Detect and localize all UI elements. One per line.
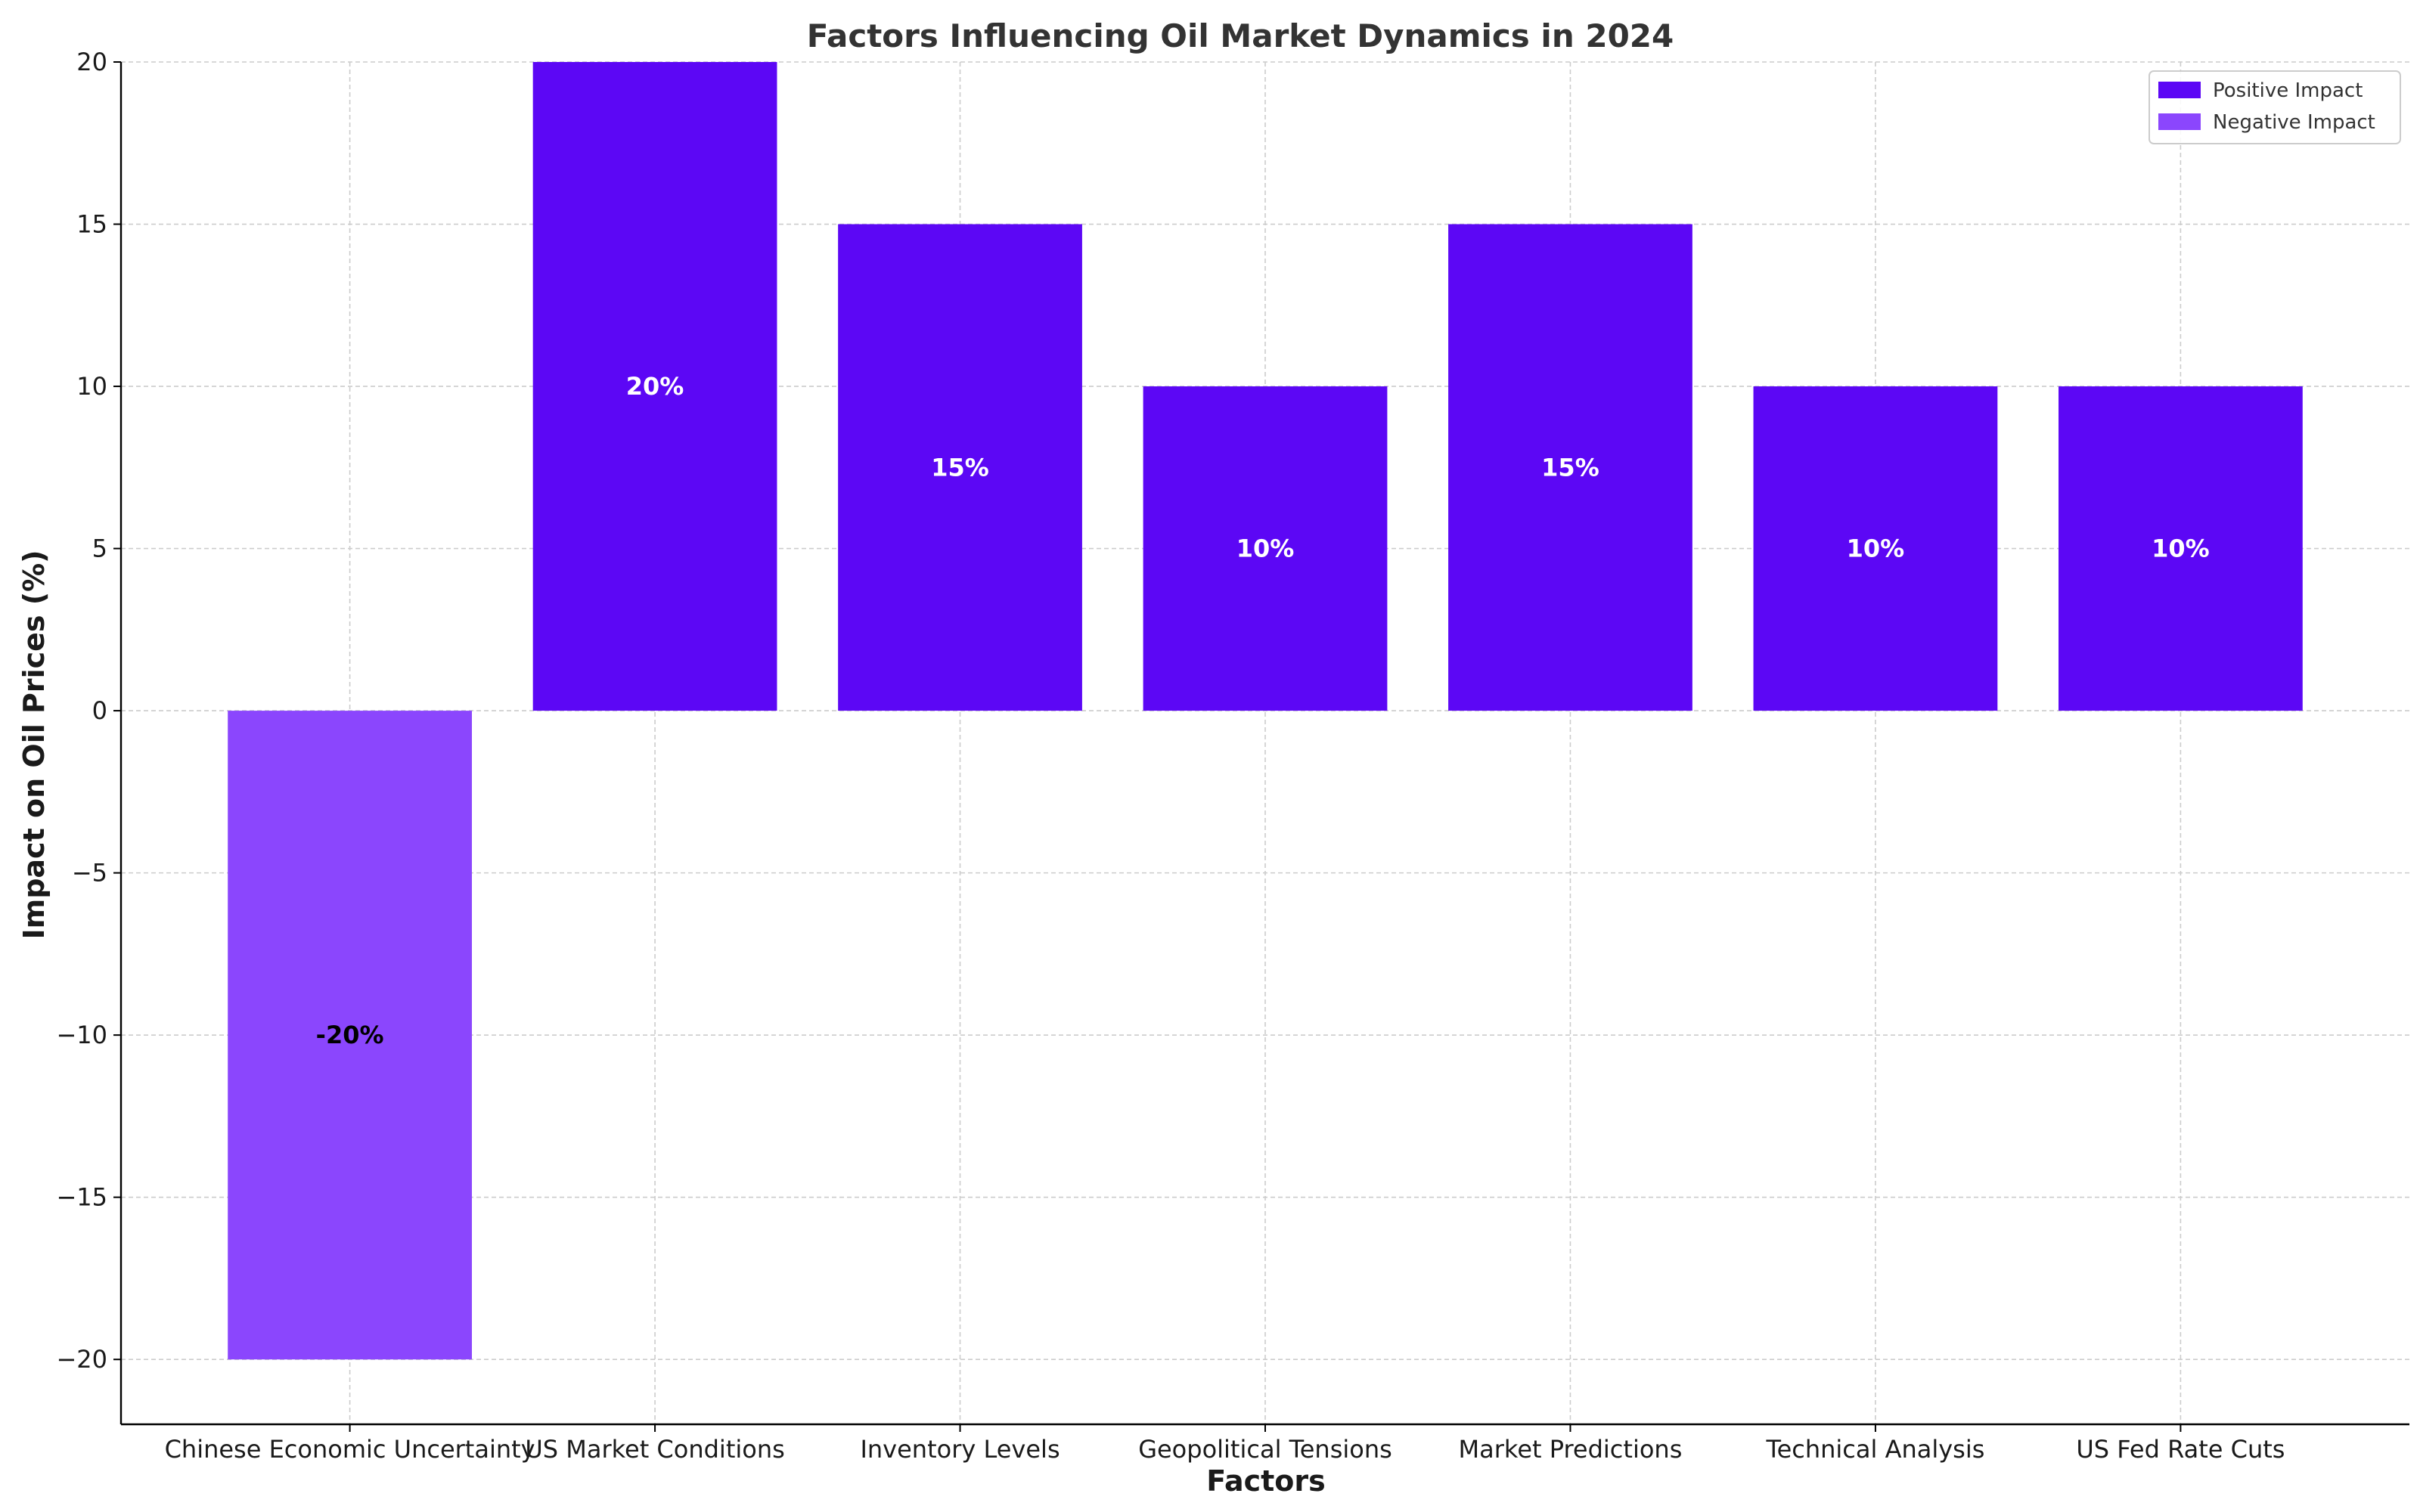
y-tick-label: 0 <box>92 696 107 725</box>
y-tick-label: 20 <box>76 48 107 76</box>
x-tick-label: Market Predictions <box>1459 1435 1683 1464</box>
bar-positive-impact <box>1448 224 1692 711</box>
y-tick-label: 15 <box>76 210 107 239</box>
legend: Positive Impact Negative Impact <box>2149 70 2401 144</box>
bar-value-label: -20% <box>316 1021 384 1049</box>
x-tick-label: Geopolitical Tensions <box>1138 1435 1392 1464</box>
legend-swatch <box>2158 82 2201 98</box>
x-tick-label: Inventory Levels <box>860 1435 1060 1464</box>
x-axis-label: Factors <box>1206 1464 1326 1498</box>
legend-entry-label: Positive Impact <box>2213 79 2363 102</box>
x-tick-label: Chinese Economic Uncertainty <box>165 1435 535 1464</box>
x-tick-label: US Fed Rate Cuts <box>2076 1435 2285 1464</box>
y-tick-label: −10 <box>56 1021 107 1049</box>
bar-value-label: 10% <box>2152 534 2210 563</box>
bar-value-label: 15% <box>1541 453 1599 482</box>
legend-entry-label: Negative Impact <box>2213 111 2375 134</box>
bar-value-label: 15% <box>931 453 989 482</box>
bar-positive-impact <box>1143 386 1388 711</box>
legend-box <box>2149 70 2401 144</box>
bar-negative-impact <box>228 711 472 1360</box>
x-tick-label: US Market Conditions <box>525 1435 784 1464</box>
y-axis-label: Impact on Oil Prices (%) <box>17 550 51 939</box>
legend-swatch <box>2158 113 2201 130</box>
bar-positive-impact <box>1753 386 1998 711</box>
bar-positive-impact <box>2059 386 2303 711</box>
bar-value-label: 10% <box>1847 534 1905 563</box>
bars <box>228 62 2303 1360</box>
axes: −20 −15 −10 −5 0 5 10 15 20 Chinese Economic Unce… <box>56 48 2409 1464</box>
y-tick-label: 5 <box>92 534 107 563</box>
x-tick-label: Technical Analysis <box>1765 1435 1984 1464</box>
bar-positive-impact <box>838 224 1082 711</box>
y-tick-label: −20 <box>56 1345 107 1374</box>
chart-title: Factors Influencing Oil Market Dynamics … <box>807 17 1674 54</box>
bar-value-labels: -20% 20% 15% 10% 15% 10% 10% <box>316 372 2210 1049</box>
y-tick-label: −5 <box>72 859 107 888</box>
bar-positive-impact <box>532 62 777 711</box>
y-tick-label: 10 <box>76 372 107 401</box>
bar-value-label: 10% <box>1236 534 1295 563</box>
bar-value-label: 20% <box>626 372 684 401</box>
y-tick-label: −15 <box>56 1183 107 1212</box>
